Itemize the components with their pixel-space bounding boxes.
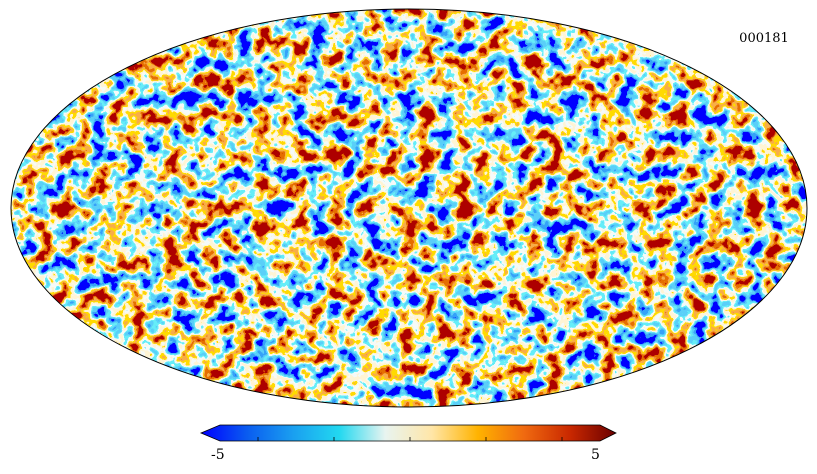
- colorbar-min-label: -5: [211, 447, 225, 463]
- map-outline: [10, 8, 808, 408]
- map-id-label: 000181: [739, 31, 789, 46]
- colorbar-max-label: 5: [591, 447, 600, 463]
- colorbar-body: [199, 424, 617, 442]
- colorbar: [199, 424, 617, 442]
- sky-map: [11, 9, 807, 407]
- colorbar-ticks: [257, 437, 563, 441]
